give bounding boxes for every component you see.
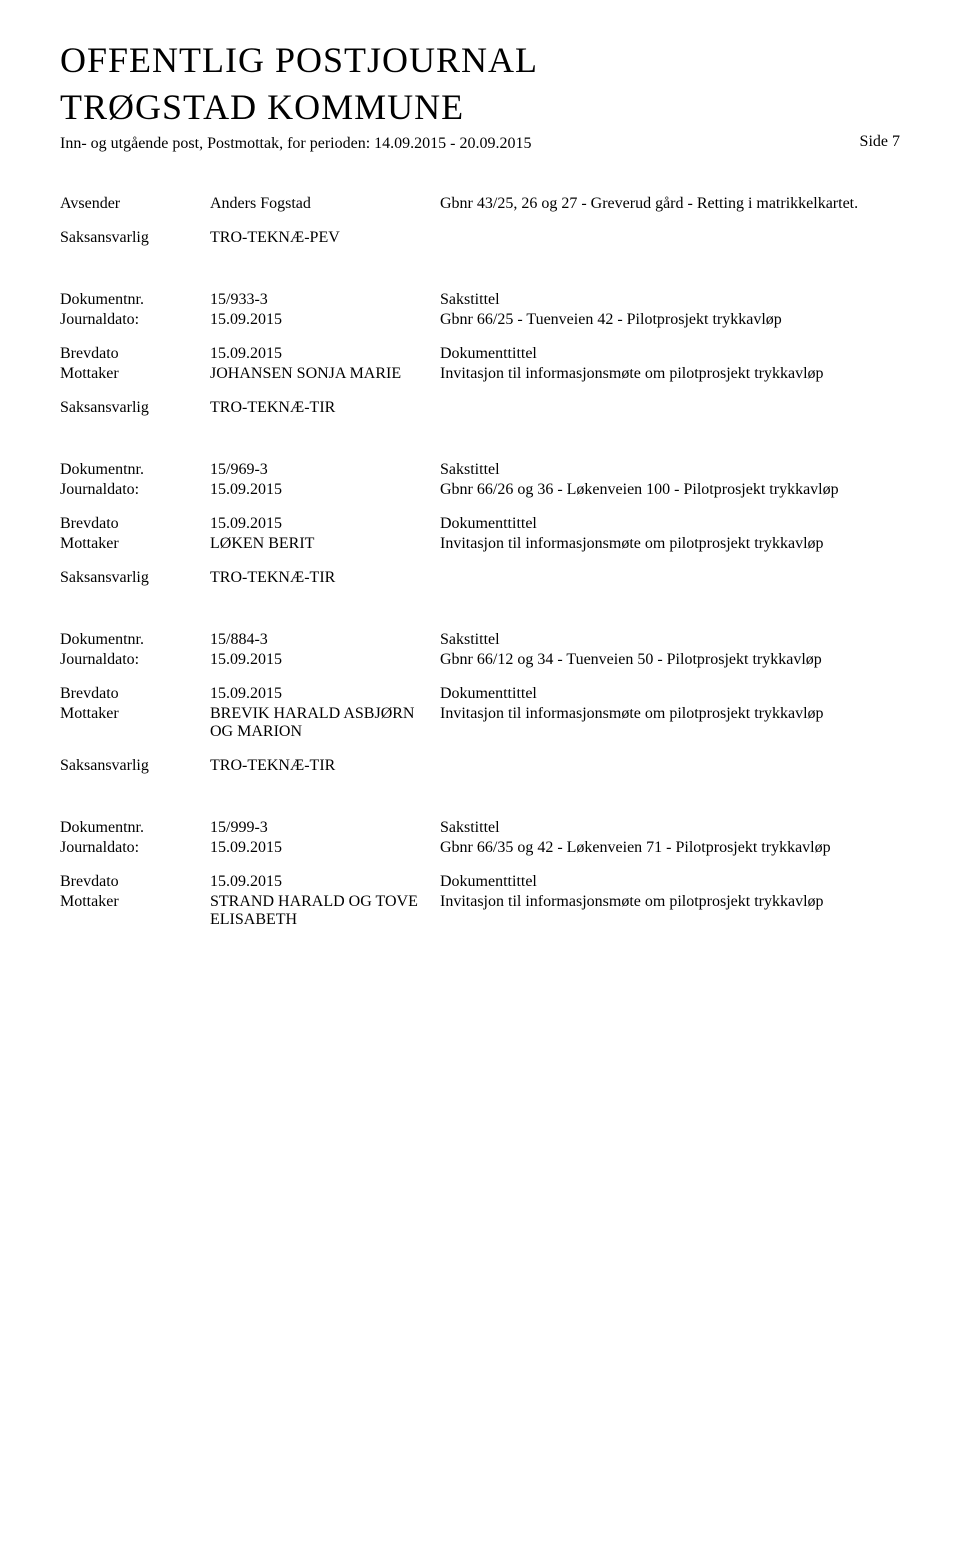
- row-value: 15/999-3: [210, 819, 440, 837]
- row-value: TRO-TEKNÆ-TIR: [210, 399, 440, 417]
- row-value: STRAND HARALD OG TOVE ELISABETH: [210, 893, 440, 929]
- row-description: Invitasjon til informasjonsmøte om pilot…: [440, 365, 900, 383]
- row-description: Dokumenttittel: [440, 873, 900, 891]
- entry-spacer: [60, 331, 900, 345]
- journal-row: MottakerSTRAND HARALD OG TOVE ELISABETHI…: [60, 893, 900, 929]
- row-label: Brevdato: [60, 873, 210, 891]
- row-value: JOHANSEN SONJA MARIE: [210, 365, 440, 383]
- journal-row: MottakerBREVIK HARALD ASBJØRN OG MARIONI…: [60, 705, 900, 741]
- row-description: Invitasjon til informasjonsmøte om pilot…: [440, 705, 900, 723]
- journal-row: Dokumentnr.15/933-3Sakstittel: [60, 291, 900, 309]
- row-value: 15.09.2015: [210, 839, 440, 857]
- row-value: 15/933-3: [210, 291, 440, 309]
- journal-row: Journaldato:15.09.2015Gbnr 66/35 og 42 -…: [60, 839, 900, 857]
- journal-row: Journaldato:15.09.2015Gbnr 66/25 - Tuenv…: [60, 311, 900, 329]
- row-label: Brevdato: [60, 515, 210, 533]
- journal-row: Dokumentnr.15/969-3Sakstittel: [60, 461, 900, 479]
- row-label: Brevdato: [60, 345, 210, 363]
- row-description: Sakstittel: [440, 461, 900, 479]
- row-description: Sakstittel: [440, 291, 900, 309]
- row-label: Saksansvarlig: [60, 757, 210, 775]
- journal-row: Dokumentnr.15/999-3Sakstittel: [60, 819, 900, 837]
- row-value: 15.09.2015: [210, 311, 440, 329]
- journal-row: MottakerLØKEN BERITInvitasjon til inform…: [60, 535, 900, 553]
- row-value: TRO-TEKNÆ-TIR: [210, 757, 440, 775]
- journal-row: SaksansvarligTRO-TEKNÆ-TIR: [60, 757, 900, 775]
- row-value: BREVIK HARALD ASBJØRN OG MARION: [210, 705, 440, 741]
- page-title-2: TRØGSTAD KOMMUNE: [60, 87, 900, 128]
- row-value: 15.09.2015: [210, 651, 440, 669]
- row-value: 15/969-3: [210, 461, 440, 479]
- row-label: Dokumentnr.: [60, 461, 210, 479]
- journal-row: Journaldato:15.09.2015Gbnr 66/12 og 34 -…: [60, 651, 900, 669]
- row-label: Journaldato:: [60, 311, 210, 329]
- entry-spacer: [60, 215, 900, 229]
- journal-row: SaksansvarligTRO-TEKNÆ-TIR: [60, 399, 900, 417]
- row-description: Invitasjon til informasjonsmøte om pilot…: [440, 535, 900, 553]
- journal-entry: Dokumentnr.15/999-3Sakstittel Journaldato…: [60, 819, 900, 929]
- row-label: Dokumentnr.: [60, 291, 210, 309]
- row-label: Journaldato:: [60, 481, 210, 499]
- row-value: TRO-TEKNÆ-PEV: [210, 229, 440, 247]
- journal-row: Journaldato:15.09.2015Gbnr 66/26 og 36 -…: [60, 481, 900, 499]
- row-label: Mottaker: [60, 893, 210, 911]
- row-description: Dokumenttittel: [440, 685, 900, 703]
- row-description: Dokumenttittel: [440, 345, 900, 363]
- row-description: Gbnr 66/25 - Tuenveien 42 - Pilotprosjek…: [440, 311, 900, 329]
- row-value: 15.09.2015: [210, 873, 440, 891]
- row-label: Dokumentnr.: [60, 819, 210, 837]
- journal-entry: Dokumentnr.15/884-3Sakstittel Journaldato…: [60, 631, 900, 775]
- entry-spacer: [60, 501, 900, 515]
- journal-row: Brevdato15.09.2015Dokumenttittel: [60, 685, 900, 703]
- row-label: Avsender: [60, 195, 210, 213]
- journal-row: MottakerJOHANSEN SONJA MARIEInvitasjon t…: [60, 365, 900, 383]
- journal-row: SaksansvarligTRO-TEKNÆ-TIR: [60, 569, 900, 587]
- journal-row: Brevdato15.09.2015Dokumenttittel: [60, 345, 900, 363]
- page-title-1: OFFENTLIG POSTJOURNAL: [60, 40, 900, 81]
- row-value: 15.09.2015: [210, 481, 440, 499]
- row-description: Sakstittel: [440, 631, 900, 649]
- row-description: Gbnr 66/26 og 36 - Løkenveien 100 - Pilo…: [440, 481, 900, 499]
- row-value: Anders Fogstad: [210, 195, 440, 213]
- entry-spacer: [60, 385, 900, 399]
- row-description: Gbnr 66/12 og 34 - Tuenveien 50 - Pilotp…: [440, 651, 900, 669]
- journal-row: Dokumentnr.15/884-3Sakstittel: [60, 631, 900, 649]
- row-description: Dokumenttittel: [440, 515, 900, 533]
- journal-entry: AvsenderAnders FogstadGbnr 43/25, 26 og …: [60, 195, 900, 247]
- entry-spacer: [60, 555, 900, 569]
- journal-row: SaksansvarligTRO-TEKNÆ-PEV: [60, 229, 900, 247]
- row-label: Mottaker: [60, 705, 210, 723]
- row-label: Mottaker: [60, 535, 210, 553]
- row-value: 15/884-3: [210, 631, 440, 649]
- row-value: 15.09.2015: [210, 685, 440, 703]
- row-label: Journaldato:: [60, 651, 210, 669]
- row-value: 15.09.2015: [210, 345, 440, 363]
- row-description: Gbnr 43/25, 26 og 27 - Greverud gård - R…: [440, 195, 900, 213]
- row-value: LØKEN BERIT: [210, 535, 440, 553]
- entry-spacer: [60, 671, 900, 685]
- journal-row: Brevdato15.09.2015Dokumenttittel: [60, 873, 900, 891]
- row-description: Sakstittel: [440, 819, 900, 837]
- entry-spacer: [60, 859, 900, 873]
- row-label: Journaldato:: [60, 839, 210, 857]
- journal-row: AvsenderAnders FogstadGbnr 43/25, 26 og …: [60, 195, 900, 213]
- row-label: Brevdato: [60, 685, 210, 703]
- row-label: Saksansvarlig: [60, 229, 210, 247]
- row-label: Saksansvarlig: [60, 569, 210, 587]
- row-value: TRO-TEKNÆ-TIR: [210, 569, 440, 587]
- row-label: Saksansvarlig: [60, 399, 210, 417]
- row-description: Invitasjon til informasjonsmøte om pilot…: [440, 893, 900, 911]
- row-label: Dokumentnr.: [60, 631, 210, 649]
- row-description: Gbnr 66/35 og 42 - Løkenveien 71 - Pilot…: [440, 839, 900, 857]
- journal-entry: Dokumentnr.15/969-3Sakstittel Journaldato…: [60, 461, 900, 587]
- entry-spacer: [60, 743, 900, 757]
- journal-entry: Dokumentnr.15/933-3Sakstittel Journaldato…: [60, 291, 900, 417]
- row-value: 15.09.2015: [210, 515, 440, 533]
- journal-row: Brevdato15.09.2015Dokumenttittel: [60, 515, 900, 533]
- row-label: Mottaker: [60, 365, 210, 383]
